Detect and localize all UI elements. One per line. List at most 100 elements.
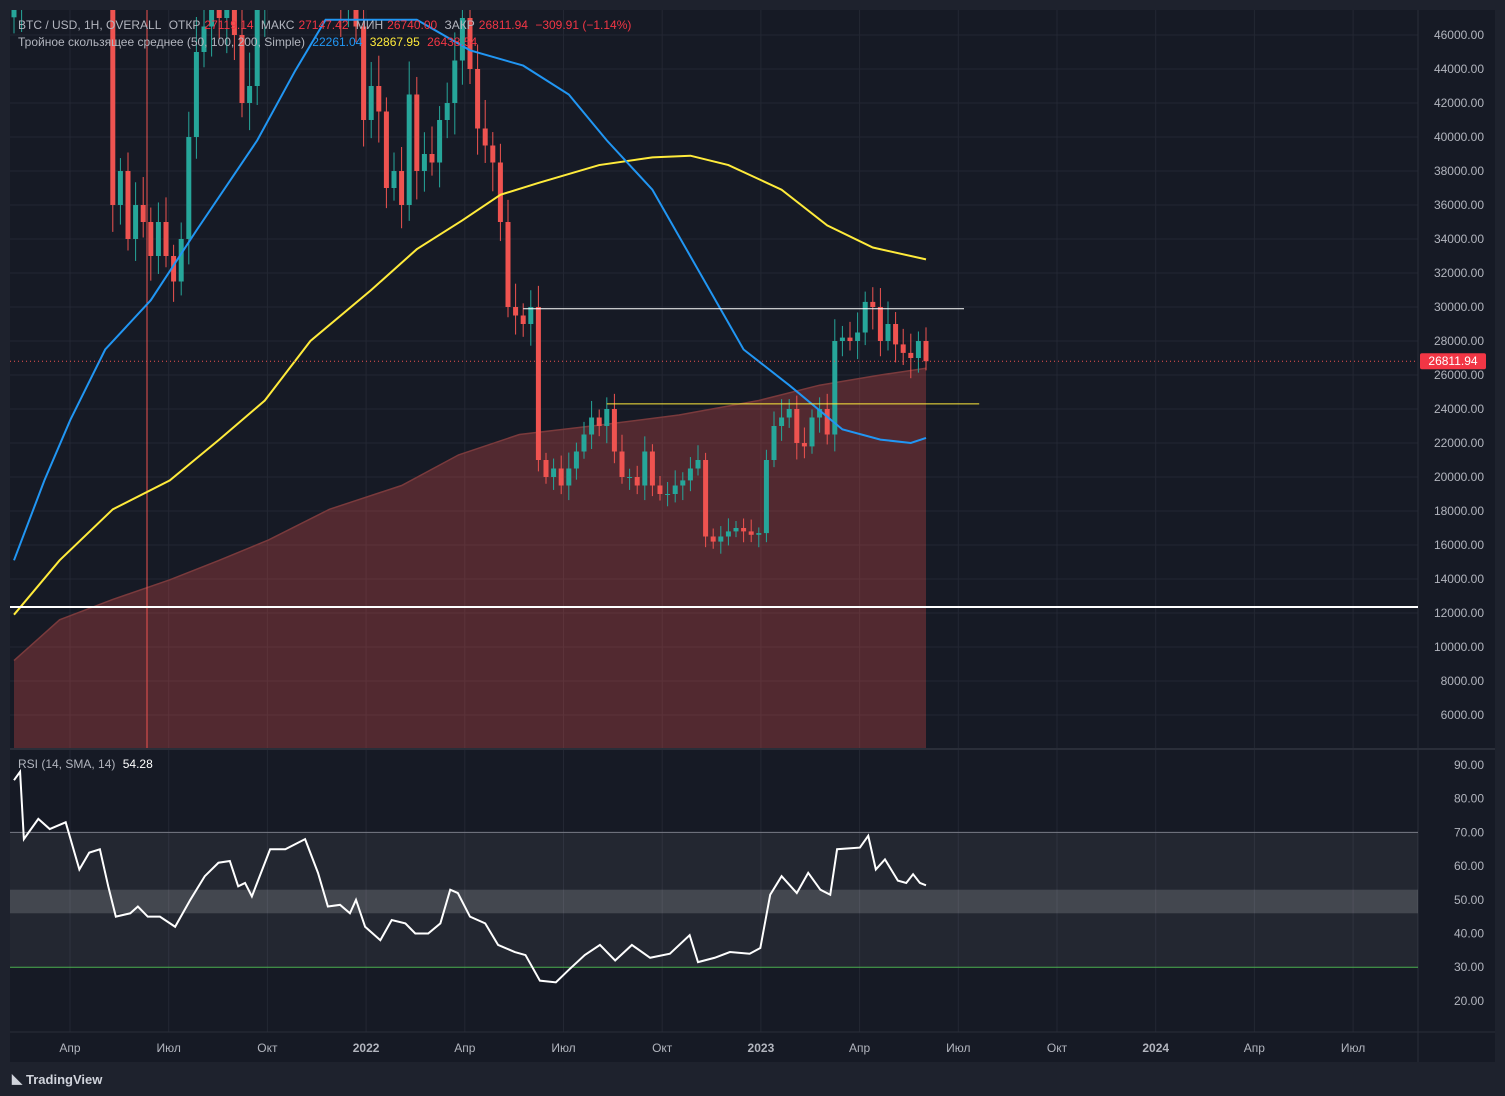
candle-body: [247, 86, 253, 103]
candle-body: [437, 120, 443, 163]
candle-body: [862, 301, 868, 333]
candle-body: [231, 10, 237, 35]
candle-body: [497, 162, 503, 222]
candle-body: [809, 417, 815, 447]
time-tick-label: Июл: [1341, 1041, 1365, 1055]
chart-frame: [10, 10, 1495, 1062]
symbol-legend: BTC / USD, 1H, OVERALL ОТКР 27119.14 МАКС…: [18, 18, 635, 32]
rsi-line: [13, 768, 927, 984]
candle-body: [482, 128, 488, 146]
candle-body: [520, 315, 526, 324]
rsi-tick-label: 90.00: [1454, 758, 1484, 772]
candle-body: [642, 451, 648, 486]
candle-body: [133, 205, 139, 239]
candle-body: [338, 0, 343, 1]
candle-body: [725, 531, 731, 537]
open-value: 27119.14: [204, 18, 254, 32]
candle-body: [741, 528, 747, 532]
brand-label: TradingView: [26, 1071, 103, 1087]
time-tick-label: Июл: [946, 1041, 970, 1055]
candle-body: [186, 137, 192, 239]
price-tick-label: 24000.00: [1434, 402, 1484, 416]
candle-body: [703, 460, 709, 537]
candle-body: [125, 171, 131, 239]
candle-body: [839, 337, 845, 341]
candle-body: [604, 409, 610, 426]
time-tick-label: Апр: [1244, 1041, 1266, 1055]
candle-body: [558, 468, 564, 486]
current-price-tag: [1420, 353, 1486, 370]
candle-body: [733, 528, 739, 532]
candle-body: [680, 480, 686, 486]
candle-body: [672, 485, 678, 494]
price-tick-label: 18000.00: [1434, 504, 1484, 518]
candle-body: [444, 103, 450, 120]
candle-body: [224, 10, 230, 18]
candle-body: [596, 417, 602, 426]
candle-body: [611, 409, 617, 452]
rsi-label: RSI (14, SMA, 14): [18, 757, 116, 771]
candle-body: [756, 533, 762, 535]
candle-body: [361, 26, 367, 120]
candle-body: [915, 341, 921, 358]
ma200-line: [13, 367, 927, 662]
current-price-label: 26811.94: [1428, 354, 1477, 368]
time-tick-label: Окт: [652, 1041, 673, 1055]
candle-body: [786, 409, 792, 418]
candle-body: [262, 0, 267, 1]
price-tick-label: 42000.00: [1434, 96, 1484, 110]
ma200-value: 26438.54: [427, 35, 478, 49]
candle-body: [908, 352, 914, 358]
candle-body: [505, 222, 511, 307]
rsi-band-fill: [10, 832, 1418, 968]
time-tick-label: 2022: [353, 1041, 380, 1055]
price-tick-label: 26000.00: [1434, 368, 1484, 382]
candle-body: [399, 171, 405, 205]
candle-body: [19, 0, 24, 1]
ma50-value: 22261.04: [312, 35, 363, 49]
candle-body: [254, 10, 260, 86]
price-tick-label: 38000.00: [1434, 164, 1484, 178]
candle-body: [475, 69, 481, 129]
time-tick-label: Апр: [849, 1041, 871, 1055]
time-tick-label: 2024: [1142, 1041, 1169, 1055]
price-pane[interactable]: [6, 0, 1420, 748]
candle-body: [209, 10, 215, 27]
candle-body: [376, 86, 382, 112]
price-tick-label: 34000.00: [1434, 232, 1484, 246]
candle-body: [923, 341, 929, 362]
candle-body: [391, 171, 397, 188]
candle-body: [589, 417, 595, 435]
candle-body: [665, 494, 671, 495]
open-label: ОТКР: [168, 18, 201, 32]
price-tick-label: 44000.00: [1434, 62, 1484, 76]
ma-label: Тройное скользящее среднее (50, 100, 200…: [18, 35, 305, 49]
low-value: 26740.00: [387, 18, 438, 32]
price-tick-label: 8000.00: [1441, 674, 1485, 688]
low-label: МИН: [355, 18, 384, 32]
candle-body: [581, 434, 587, 452]
close-label: ЗАКР: [444, 18, 475, 32]
price-tick-label: 40000.00: [1434, 130, 1484, 144]
candle-body: [383, 111, 389, 188]
rsi-tick-label: 60.00: [1454, 859, 1484, 873]
high-label: МАКС: [260, 18, 295, 32]
candle-body: [543, 460, 549, 477]
rsi-tick-label: 40.00: [1454, 927, 1484, 941]
price-tick-label: 30000.00: [1434, 300, 1484, 314]
candle-body: [855, 332, 861, 341]
price-tick-label: 22000.00: [1434, 436, 1484, 450]
candle-body: [900, 344, 906, 353]
candle-body: [414, 94, 420, 171]
price-tick-label: 46000.00: [1434, 28, 1484, 42]
candle-body: [817, 409, 823, 418]
candle-body: [893, 324, 899, 345]
tradingview-logo[interactable]: ◣ TradingView: [12, 1071, 102, 1087]
candle-body: [421, 154, 427, 171]
candle-body: [117, 171, 123, 205]
change-value: −309.91 (−1.14%): [535, 18, 632, 32]
rsi-tick-label: 80.00: [1454, 792, 1484, 806]
time-tick-label: Апр: [59, 1041, 81, 1055]
close-value: 26811.94: [478, 18, 528, 32]
